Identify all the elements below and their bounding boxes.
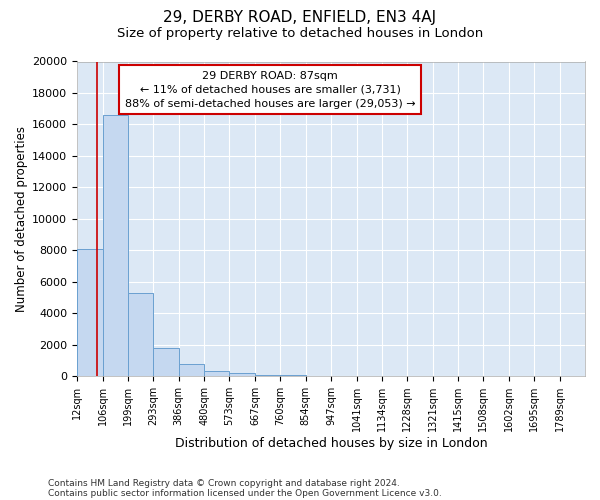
Text: Size of property relative to detached houses in London: Size of property relative to detached ho…	[117, 28, 483, 40]
Text: Contains HM Land Registry data © Crown copyright and database right 2024.: Contains HM Land Registry data © Crown c…	[48, 478, 400, 488]
Bar	[280, 375, 306, 376]
Bar	[103, 115, 128, 376]
Text: Contains public sector information licensed under the Open Government Licence v3: Contains public sector information licen…	[48, 488, 442, 498]
Y-axis label: Number of detached properties: Number of detached properties	[15, 126, 28, 312]
Bar	[128, 293, 154, 376]
Bar	[229, 373, 255, 376]
Bar	[179, 364, 204, 376]
Bar	[204, 370, 229, 376]
Bar	[255, 374, 280, 376]
Bar	[77, 249, 103, 376]
Text: 29, DERBY ROAD, ENFIELD, EN3 4AJ: 29, DERBY ROAD, ENFIELD, EN3 4AJ	[163, 10, 437, 25]
Text: 29 DERBY ROAD: 87sqm
← 11% of detached houses are smaller (3,731)
88% of semi-de: 29 DERBY ROAD: 87sqm ← 11% of detached h…	[125, 71, 415, 109]
X-axis label: Distribution of detached houses by size in London: Distribution of detached houses by size …	[175, 437, 487, 450]
Bar	[154, 348, 179, 376]
